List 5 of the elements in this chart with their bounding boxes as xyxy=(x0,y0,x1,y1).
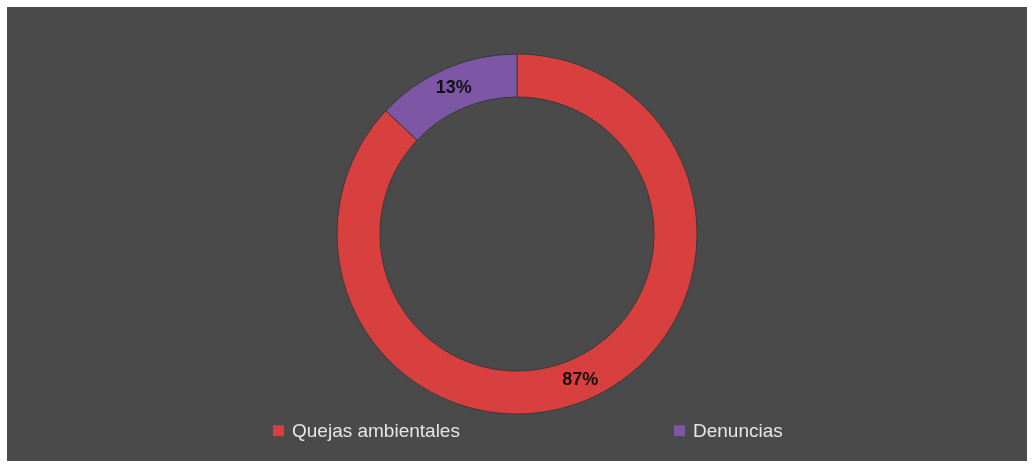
legend-label: Quejas ambientales xyxy=(292,419,460,441)
data-label: 13% xyxy=(435,77,472,98)
data-label: 87% xyxy=(562,368,599,389)
legend-label: Denuncias xyxy=(693,419,783,441)
donut-slice xyxy=(336,53,698,415)
